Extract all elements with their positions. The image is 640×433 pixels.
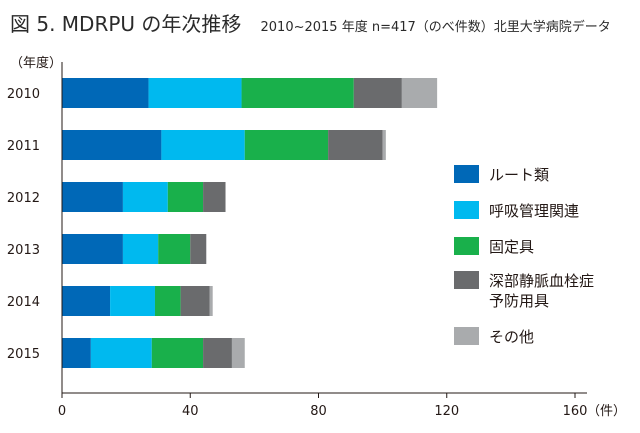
bar-segment-2012-0 — [62, 182, 123, 212]
legend-swatch — [454, 165, 479, 183]
bar-segment-2012-1 — [122, 182, 168, 212]
bar-segment-2015-1 — [90, 338, 152, 368]
x-tick-label: 0 — [58, 404, 66, 419]
bar-segment-2014-0 — [62, 286, 111, 316]
bar-segment-2013-0 — [62, 234, 123, 264]
y-tick-label: 2011 — [7, 139, 40, 154]
bar-segment-2014-4 — [209, 286, 213, 316]
legend-swatch — [454, 271, 479, 289]
x-tick-label: 120 — [434, 404, 459, 419]
y-tick-label: 2010 — [7, 87, 40, 102]
legend-label: その他 — [489, 328, 534, 346]
x-tick-label: 40 — [182, 404, 199, 419]
bar-segment-2013-2 — [158, 234, 191, 264]
title-row: 図 5. MDRPU の年次推移 2010~2015 年度 n=417（のべ件数… — [10, 8, 611, 37]
bar-segment-2015-3 — [203, 338, 232, 368]
axes-layer: 2010 2011 2012 2013 2014 2015 （年度） 0 40 80 120 160 （… — [7, 55, 626, 419]
bar-segment-2013-1 — [122, 234, 159, 264]
legend-label: 固定具 — [489, 238, 534, 256]
bars-layer — [62, 78, 438, 368]
bar-segment-2013-3 — [190, 234, 207, 264]
bar-segment-2011-0 — [62, 130, 162, 160]
chart-subtitle: 2010~2015 年度 n=417（のべ件数）北里大学病院データ — [260, 20, 611, 35]
legend-label: ルート類 — [489, 166, 549, 184]
bar-segment-2010-3 — [353, 78, 402, 108]
bar-segment-2015-4 — [231, 338, 245, 368]
bar-segment-2014-1 — [110, 286, 155, 316]
x-tick-label: 160 — [563, 404, 588, 419]
bar-segment-2011-1 — [161, 130, 245, 160]
y-tick-label: 2013 — [7, 243, 40, 258]
bar-segment-2012-3 — [203, 182, 226, 212]
x-tick-label: 80 — [310, 404, 327, 419]
legend-swatch — [454, 201, 479, 219]
bar-segment-2010-0 — [62, 78, 149, 108]
legend-swatch — [454, 237, 479, 255]
y-tick-label: 2014 — [7, 295, 40, 310]
legend-swatch — [454, 327, 479, 345]
legend-label: 予防用具 — [489, 292, 549, 310]
y-axis-label: （年度） — [10, 55, 62, 71]
bar-segment-2010-1 — [148, 78, 242, 108]
bar-segment-2010-2 — [241, 78, 354, 108]
legend-label: 深部静脈血栓症 — [489, 272, 594, 290]
bar-segment-2011-3 — [328, 130, 383, 160]
bar-segment-2014-2 — [154, 286, 181, 316]
y-tick-label: 2012 — [7, 191, 40, 206]
bar-segment-2014-3 — [180, 286, 210, 316]
bar-segment-2011-4 — [382, 130, 386, 160]
chart-title: 図 5. MDRPU の年次推移 — [10, 12, 242, 36]
legend-label: 呼吸管理関連 — [489, 202, 579, 220]
bar-segment-2011-2 — [244, 130, 329, 160]
y-tick-label: 2015 — [7, 347, 40, 362]
bar-segment-2015-2 — [151, 338, 204, 368]
x-axis-unit-label: （件） — [587, 404, 626, 419]
bar-segment-2015-0 — [62, 338, 91, 368]
bar-segment-2012-2 — [167, 182, 204, 212]
bar-segment-2010-4 — [401, 78, 438, 108]
